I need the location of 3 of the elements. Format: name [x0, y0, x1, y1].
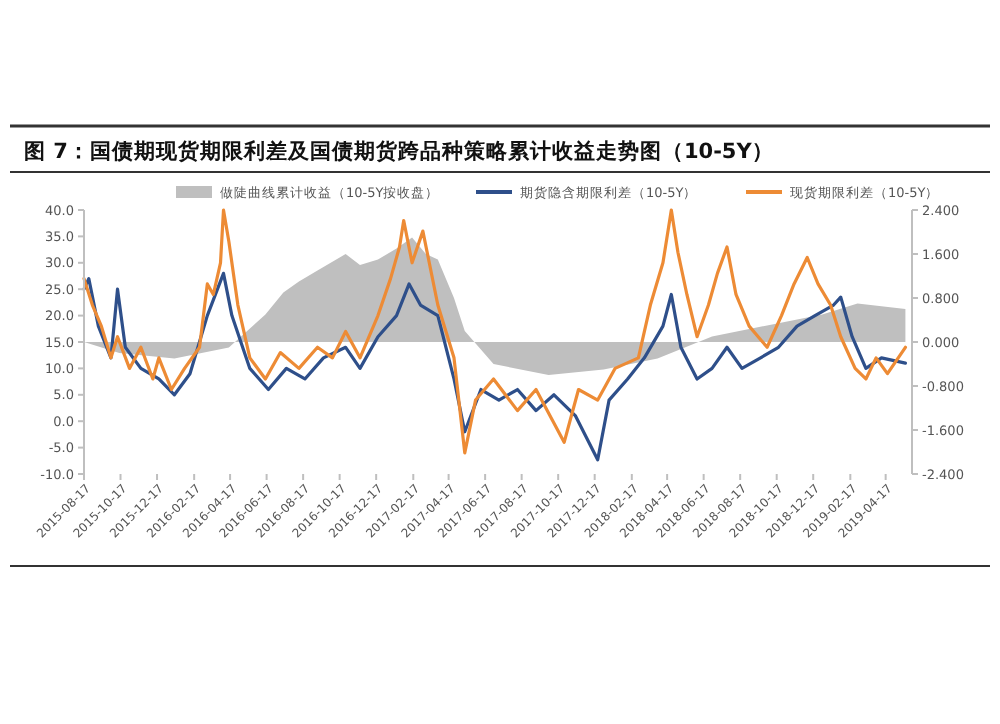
line-series	[82, 271, 908, 462]
line-series	[82, 208, 908, 455]
chart-title: 图 7：国债期现货期限利差及国债期货跨品种策略累计收益走势图（10-5Y）	[24, 138, 774, 164]
